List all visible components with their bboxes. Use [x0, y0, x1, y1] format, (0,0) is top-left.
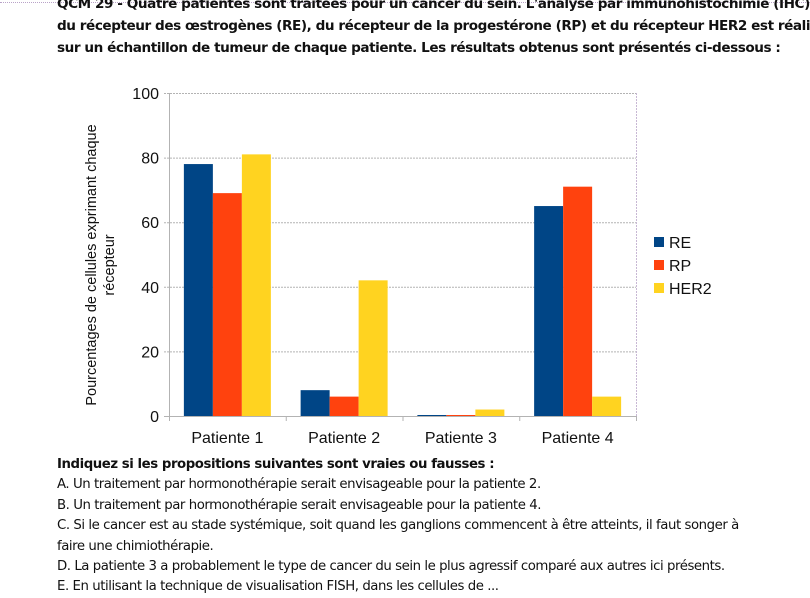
y-tick-labels: 0 20 40 60 80 100	[132, 86, 159, 426]
intro-line: sur un échantillon de tumeur de chaque p…	[57, 40, 781, 56]
legend-label: RP	[669, 258, 691, 275]
proposition-d: D. La patiente 3 a probablement le type …	[57, 558, 725, 574]
bar-her2-2	[358, 280, 388, 416]
bar-her2-1	[241, 154, 271, 416]
bar-re-2	[300, 390, 330, 416]
y-tick-label: 40	[141, 280, 159, 297]
legend-label: HER2	[669, 281, 712, 298]
y-axis-label-group: Pourcentages de cellules exprimant chaqu…	[84, 124, 118, 405]
y-axis-label-line: Pourcentages de cellules exprimant chaqu…	[84, 124, 100, 405]
axes	[169, 93, 637, 421]
bar-her2-4	[592, 396, 622, 416]
legend-label: RE	[669, 235, 691, 252]
y-tick-label: 100	[132, 86, 159, 103]
legend-swatch-rp	[654, 260, 664, 270]
bars	[183, 154, 622, 416]
bar-rp-4	[563, 186, 593, 416]
legend-swatch-re	[654, 237, 664, 247]
legend: RE RP HER2	[654, 235, 712, 298]
proposition-c-continued: faire une chimiothérapie.	[57, 538, 214, 554]
x-tick-label: Patiente 4	[542, 430, 614, 447]
top-dotted-border	[0, 2, 810, 3]
y-axis-label: Pourcentages de cellules exprimant chaqu…	[84, 124, 118, 405]
proposition-e: E. En utilisant la technique de visualis…	[57, 579, 499, 595]
proposition-a: A. Un traitement par hormonothérapie ser…	[57, 477, 541, 493]
bar-rp-1	[212, 193, 242, 416]
x-tick-label: Patiente 1	[191, 430, 263, 447]
questions-block: Indiquez si les propositions suivantes s…	[57, 455, 810, 598]
bar-rp-3	[446, 415, 476, 416]
bar-re-4	[534, 206, 564, 416]
bar-rp-2	[329, 396, 359, 416]
bar-re-1	[183, 164, 213, 416]
questions-title: Indiquez si les propositions suivantes s…	[57, 457, 495, 472]
y-tick-label: 0	[150, 409, 159, 426]
intro-line: du récepteur des œstrogènes (RE), du réc…	[57, 18, 810, 34]
y-axis-label-line: récepteur	[102, 234, 118, 295]
y-tick-label: 80	[141, 151, 159, 168]
question-intro: QCM 29 - Quatre patientes sont traitées …	[57, 0, 810, 59]
y-tick-label: 20	[141, 344, 159, 361]
proposition-b: B. Un traitement par hormonothérapie ser…	[57, 497, 541, 513]
legend-swatch-her2	[654, 283, 664, 293]
x-tick-label: Patiente 2	[308, 430, 380, 447]
bar-her2-3	[475, 409, 505, 416]
x-tick-label: Patiente 3	[425, 430, 497, 447]
x-tick-labels: Patiente 1 Patiente 2 Patiente 3 Patiente 4	[191, 430, 613, 447]
proposition-c: C. Si le cancer est au stade systémique,…	[57, 518, 739, 534]
intro-line: QCM 29 - Quatre patientes sont traitées …	[57, 0, 810, 12]
y-tick-label: 60	[141, 215, 159, 232]
bar-re-3	[417, 415, 447, 416]
